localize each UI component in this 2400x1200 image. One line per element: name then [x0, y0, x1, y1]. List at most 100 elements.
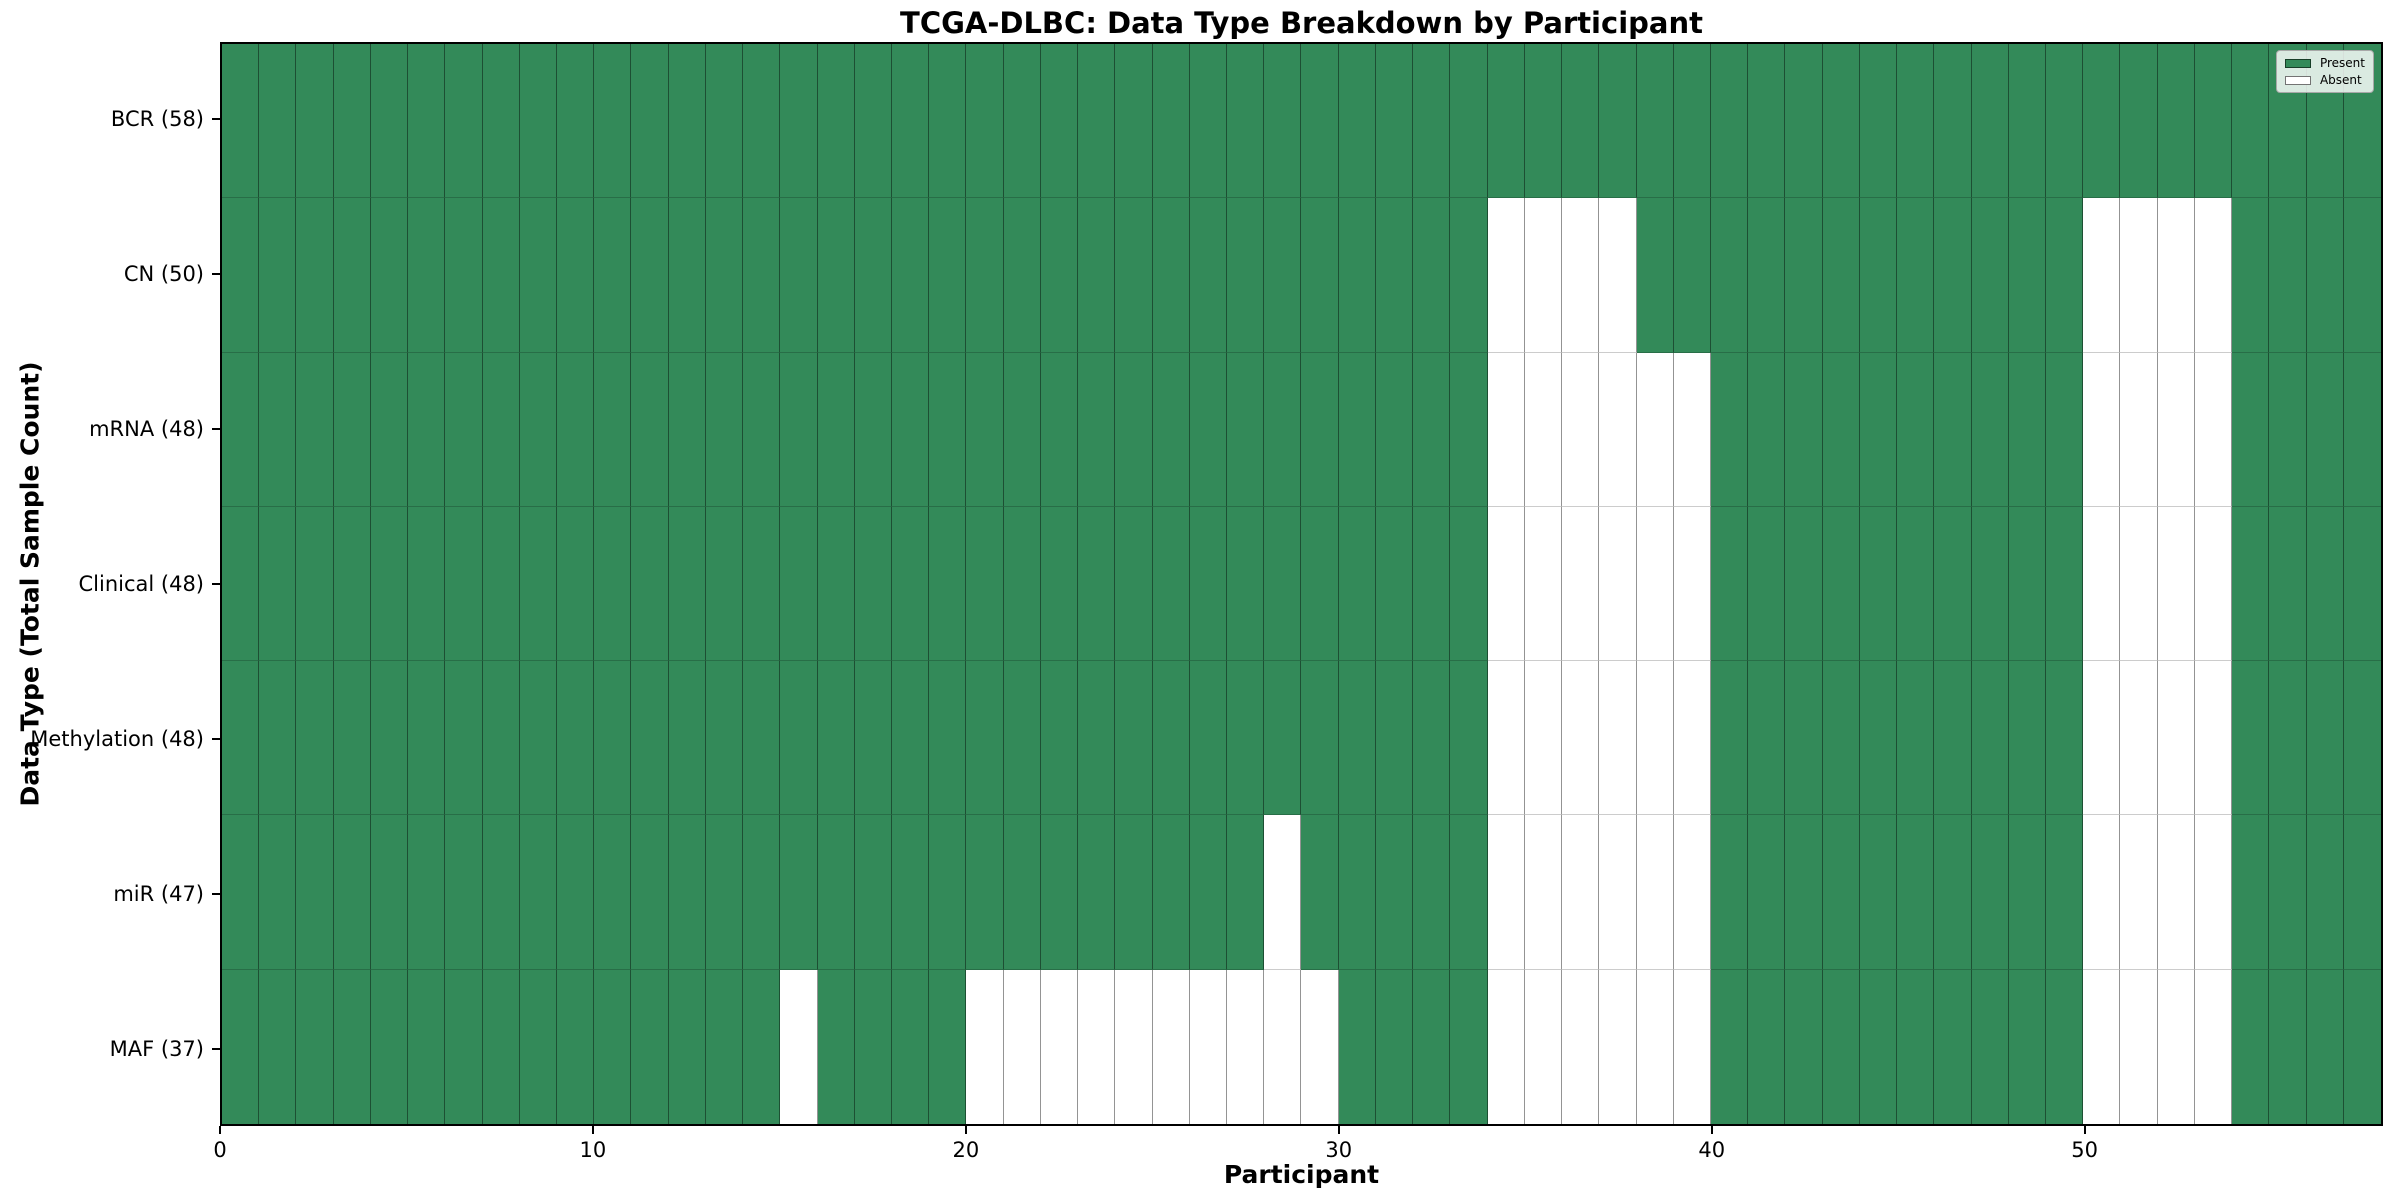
heatmap-cell: [1078, 969, 1116, 1124]
heatmap-cell: [2194, 969, 2233, 1124]
heatmap-cell: [2306, 198, 2344, 353]
heatmap-cell: [1897, 198, 1935, 353]
heatmap-cell: [966, 198, 1004, 353]
heatmap-cell: [1710, 506, 1749, 662]
heatmap-cell: [1785, 198, 1823, 353]
heatmap-cell: [892, 661, 930, 816]
heatmap-cell: [1934, 44, 1972, 199]
heatmap-cell: [705, 352, 744, 507]
heatmap-cell: [892, 969, 930, 1124]
heatmap-cell: [780, 815, 818, 970]
heatmap-cell: [631, 352, 669, 507]
heatmap-cell: [1413, 661, 1451, 816]
heatmap-cell: [1078, 815, 1116, 970]
heatmap-cell: [2157, 815, 2195, 970]
y-tick: [212, 1047, 220, 1050]
heatmap-cell: [296, 352, 334, 507]
heatmap-cell: [408, 506, 446, 662]
heatmap-cell: [370, 352, 409, 507]
heatmap-cell: [2045, 44, 2084, 199]
heatmap-cell: [1822, 506, 1860, 662]
heatmap-cell: [966, 352, 1004, 507]
heatmap-cell: [2269, 815, 2307, 970]
legend-label: Present: [2319, 56, 2365, 70]
heatmap-cell: [370, 969, 409, 1124]
heatmap-cell: [1450, 44, 1488, 199]
heatmap-cell: [1338, 198, 1376, 353]
heatmap-cell: [2343, 661, 2381, 816]
heatmap-cell: [668, 198, 706, 353]
heatmap-cell: [557, 506, 595, 662]
heatmap-cell: [296, 506, 334, 662]
heatmap-cell: [1189, 198, 1228, 353]
heatmap-cell: [333, 352, 371, 507]
heatmap-cell: [854, 815, 893, 970]
heatmap-cell: [2232, 44, 2270, 199]
heatmap-cell: [1040, 198, 1079, 353]
x-tick: [964, 1126, 967, 1134]
heatmap-cell: [1599, 198, 1637, 353]
heatmap-cell: [1636, 198, 1674, 353]
y-tick-label: miR (47): [113, 881, 204, 906]
heatmap-cell: [296, 661, 334, 816]
heatmap-cell: [966, 815, 1004, 970]
heatmap-cell: [1003, 969, 1041, 1124]
heatmap-cell: [854, 352, 893, 507]
heatmap-cell: [1673, 661, 1711, 816]
heatmap-cell: [1301, 44, 1339, 199]
heatmap-cell: [1078, 44, 1116, 199]
y-tick-label: Methylation (48): [30, 726, 204, 751]
heatmap-cell: [1934, 661, 1972, 816]
heatmap-cell: [2008, 352, 2046, 507]
heatmap-cell: [1003, 198, 1041, 353]
heatmap-cell: [780, 44, 818, 199]
heatmap-cell: [1487, 815, 1525, 970]
heatmap-cell: [2157, 969, 2195, 1124]
heatmap-cell: [2194, 198, 2233, 353]
heatmap-cell: [2232, 352, 2270, 507]
heatmap-cell: [892, 506, 930, 662]
heatmap-cell: [519, 44, 558, 199]
heatmap-cell: [1859, 661, 1898, 816]
heatmap-cell: [892, 352, 930, 507]
heatmap-cell: [1971, 661, 2009, 816]
heatmap-cell: [780, 506, 818, 662]
heatmap-cell: [743, 815, 781, 970]
heatmap-cell: [929, 44, 967, 199]
heatmap-cell: [1003, 661, 1041, 816]
heatmap-cell: [2269, 352, 2307, 507]
heatmap-cell: [1897, 44, 1935, 199]
heatmap-cell: [1413, 352, 1451, 507]
heatmap-cell: [705, 815, 744, 970]
heatmap-cell: [780, 352, 818, 507]
heatmap-cell: [1897, 661, 1935, 816]
heatmap-cell: [1971, 815, 2009, 970]
heatmap-cell: [743, 44, 781, 199]
heatmap-cell: [2045, 815, 2084, 970]
heatmap-cell: [1673, 815, 1711, 970]
heatmap-cell: [1822, 198, 1860, 353]
heatmap-cell: [1338, 661, 1376, 816]
heatmap-cell: [1375, 661, 1414, 816]
heatmap-cell: [1450, 506, 1488, 662]
heatmap-cell: [1115, 815, 1153, 970]
heatmap-cell: [1450, 352, 1488, 507]
heatmap-cell: [1413, 969, 1451, 1124]
heatmap-cell: [1822, 44, 1860, 199]
heatmap-cell: [222, 661, 260, 816]
heatmap-cell: [1450, 661, 1488, 816]
heatmap-cell: [743, 352, 781, 507]
heatmap-cell: [2083, 352, 2121, 507]
heatmap-cell: [1524, 661, 1563, 816]
heatmap-cell: [2232, 815, 2270, 970]
heatmap-cell: [1487, 44, 1525, 199]
heatmap-cell: [594, 198, 632, 353]
heatmap-cell: [1785, 661, 1823, 816]
heatmap-cell: [1636, 815, 1674, 970]
heatmap-cell: [929, 815, 967, 970]
heatmap-cell: [2008, 815, 2046, 970]
heatmap-cell: [2343, 969, 2381, 1124]
heatmap-cell: [1710, 198, 1749, 353]
heatmap-cell: [1636, 969, 1674, 1124]
heatmap-cell: [966, 969, 1004, 1124]
